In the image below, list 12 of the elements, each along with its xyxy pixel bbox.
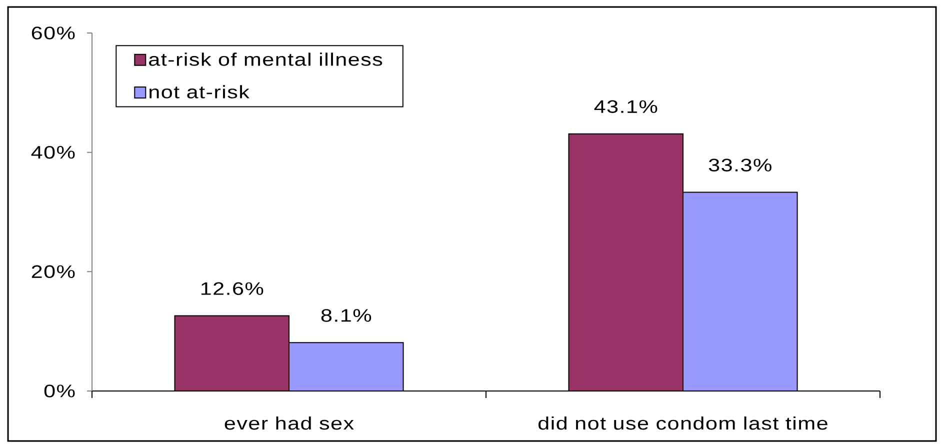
legend-label: at-risk of mental illness	[149, 52, 382, 66]
data-label: 33.3%	[708, 158, 772, 172]
legend-label: not at-risk	[150, 85, 250, 98]
y-tick-label: 40%	[31, 146, 75, 159]
x-tick-label: ever had sex	[224, 416, 354, 430]
data-label: 43.1%	[594, 100, 658, 113]
y-tick-label: 0%	[44, 384, 75, 398]
data-label: 12.6%	[201, 282, 264, 295]
y-tick-label: 20%	[32, 265, 75, 278]
x-tick-label: did not use condom last time	[538, 416, 828, 430]
y-tick-label: 60%	[32, 26, 75, 40]
data-label: 8.1%	[321, 309, 372, 322]
